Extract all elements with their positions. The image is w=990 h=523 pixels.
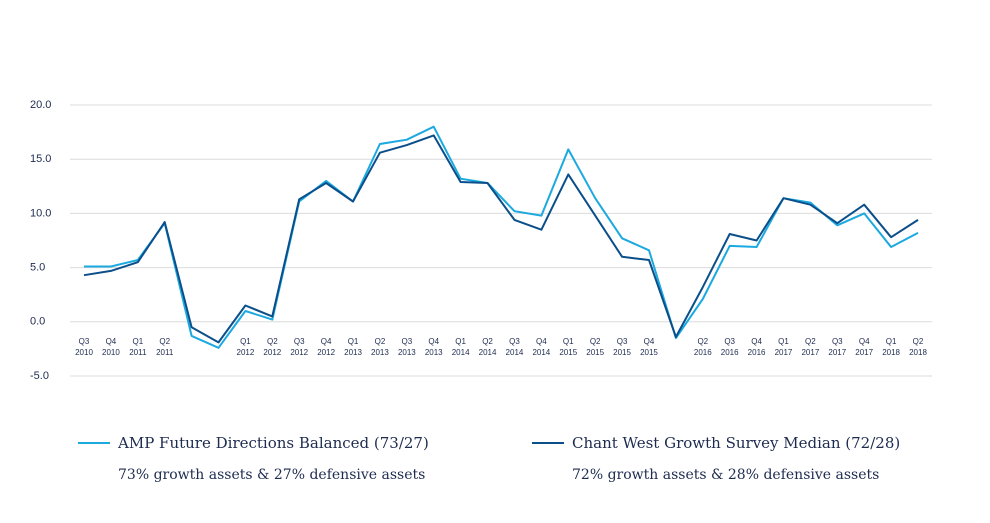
y-tick-label: 5.0 [30, 262, 45, 274]
y-tick-label: 15.0 [30, 153, 51, 165]
x-tick-label: Q1 2015 [559, 337, 577, 357]
x-tick-label: Q1 2011 [129, 337, 147, 357]
x-tick-label: Q4 2013 [425, 337, 443, 357]
legend-description: 72% growth assets & 28% defensive assets [572, 467, 879, 483]
x-tick-label: Q2 2018 [909, 337, 927, 357]
x-tick-label: Q4 2010 [102, 337, 120, 357]
x-tick-label: Q4 2017 [855, 337, 873, 357]
x-tick-label: Q2 2012 [263, 337, 281, 357]
x-tick-label: Q1 2018 [882, 337, 900, 357]
x-tick-label: Q2 2011 [156, 337, 174, 357]
y-tick-label: 0.0 [30, 316, 45, 328]
x-tick-label: Q2 2017 [801, 337, 819, 357]
x-tick-label: Q3 2014 [506, 337, 524, 357]
series-line [84, 125, 919, 349]
x-tick-label: Q3 2016 [721, 337, 739, 357]
series-line [83, 134, 919, 344]
x-tick-label: Q3 2017 [828, 337, 846, 357]
x-tick-label: Q1 2014 [452, 337, 470, 357]
legend-label: Chant West Growth Survey Median (72/28) [572, 434, 900, 452]
x-tick-label: Q1 2012 [237, 337, 255, 357]
x-tick-label: Q4 2012 [317, 337, 335, 357]
legend-description: 73% growth assets & 27% defensive assets [118, 467, 425, 483]
x-tick-label: Q4 2015 [640, 337, 658, 357]
x-tick-label: Q2 2013 [371, 337, 389, 357]
x-tick-label: Q4 2016 [748, 337, 766, 357]
x-tick-label: Q3 2013 [398, 337, 416, 357]
x-tick-label: Q2 2014 [479, 337, 497, 357]
x-tick-label: Q3 2015 [613, 337, 631, 357]
y-tick-label: -5.0 [30, 370, 49, 382]
x-tick-label: Q4 2014 [532, 337, 550, 357]
y-tick-label: 20.0 [30, 99, 51, 111]
x-tick-label: Q1 2017 [775, 337, 793, 357]
x-tick-label: Q1 2013 [344, 337, 362, 357]
x-tick-label: Q2 2015 [586, 337, 604, 357]
y-tick-label: 10.0 [30, 207, 51, 219]
x-tick-label: Q3 2012 [290, 337, 308, 357]
legend-label: AMP Future Directions Balanced (73/27) [117, 434, 429, 452]
x-tick-label: Q2 2016 [694, 337, 712, 357]
x-tick-label: Q3 2010 [75, 337, 93, 357]
